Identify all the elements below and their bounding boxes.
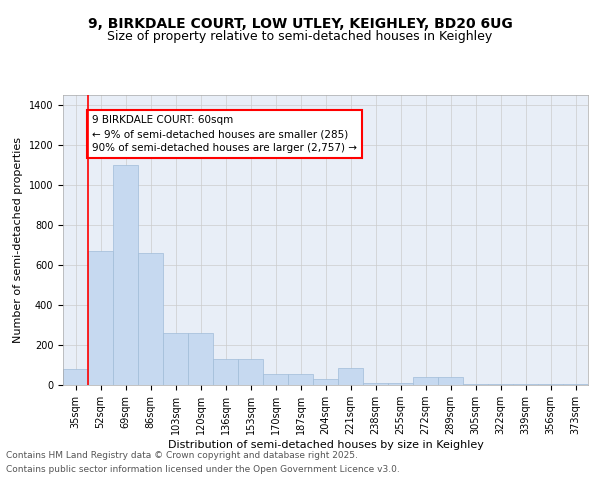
Bar [538, 384, 563, 385]
Bar [63, 369, 88, 385]
Bar [88, 251, 113, 385]
Text: 9 BIRKDALE COURT: 60sqm
← 9% of semi-detached houses are smaller (285)
90% of se: 9 BIRKDALE COURT: 60sqm ← 9% of semi-det… [92, 115, 357, 153]
Text: Contains HM Land Registry data © Crown copyright and database right 2025.: Contains HM Land Registry data © Crown c… [6, 450, 358, 460]
Text: 9, BIRKDALE COURT, LOW UTLEY, KEIGHLEY, BD20 6UG: 9, BIRKDALE COURT, LOW UTLEY, KEIGHLEY, … [88, 18, 512, 32]
Bar [163, 333, 188, 385]
Bar [288, 374, 313, 385]
Bar [313, 379, 338, 385]
Bar [188, 333, 213, 385]
Bar [463, 384, 488, 385]
X-axis label: Distribution of semi-detached houses by size in Keighley: Distribution of semi-detached houses by … [167, 440, 484, 450]
Bar [413, 377, 438, 385]
Bar [113, 165, 138, 385]
Bar [263, 374, 288, 385]
Bar [238, 359, 263, 385]
Y-axis label: Number of semi-detached properties: Number of semi-detached properties [13, 137, 23, 343]
Bar [438, 377, 463, 385]
Text: Contains public sector information licensed under the Open Government Licence v3: Contains public sector information licen… [6, 466, 400, 474]
Bar [138, 253, 163, 385]
Bar [338, 368, 363, 385]
Bar [563, 384, 588, 385]
Text: Size of property relative to semi-detached houses in Keighley: Size of property relative to semi-detach… [107, 30, 493, 43]
Bar [363, 383, 388, 385]
Bar [213, 359, 238, 385]
Bar [488, 384, 513, 385]
Bar [513, 384, 538, 385]
Bar [388, 383, 413, 385]
